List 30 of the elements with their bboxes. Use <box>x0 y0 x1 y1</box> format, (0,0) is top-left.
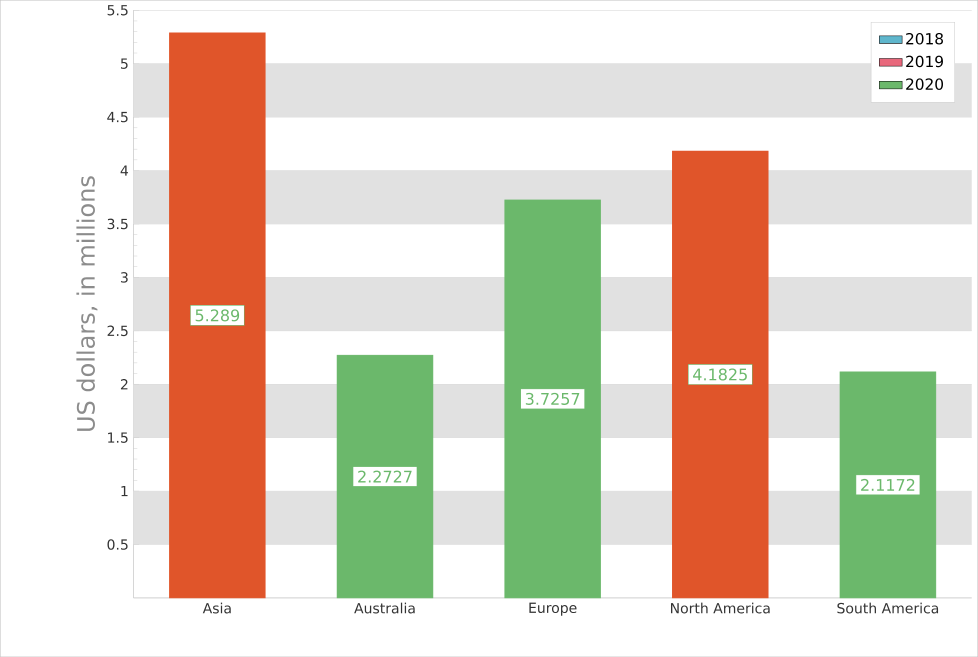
y-tick-label: 4 <box>120 165 128 176</box>
y-axis-title: US dollars, in millions <box>76 176 98 431</box>
data-label: 3.7257 <box>526 392 580 405</box>
y-tick-label: 3 <box>120 272 128 283</box>
legend-label: 2019 <box>906 56 943 68</box>
x-tick-label: North America <box>671 602 770 614</box>
bar <box>504 200 601 598</box>
data-label: 5.289 <box>196 309 240 322</box>
x-tick-label: Australia <box>354 602 415 614</box>
x-tick-label: South America <box>837 602 938 614</box>
bar <box>840 371 936 598</box>
legend-label: 2020 <box>906 78 944 90</box>
y-tick-label: 4.5 <box>107 112 128 122</box>
y-tick-label: 2.5 <box>108 325 128 336</box>
y-tick-label: 3.5 <box>108 218 128 230</box>
bar <box>336 354 434 598</box>
bar <box>169 32 266 598</box>
y-tick-label: 1 <box>121 486 128 496</box>
bar <box>672 150 769 598</box>
y-tick-label: 5.5 <box>108 4 128 16</box>
y-tick-label: 1.5 <box>108 432 128 443</box>
data-label: 4.1825 <box>693 368 747 380</box>
y-tick-label: 0.5 <box>107 539 128 550</box>
y-tick-label: 5 <box>121 58 128 69</box>
legend-label: 2018 <box>906 32 943 44</box>
y-tick-label: 2 <box>120 378 128 390</box>
data-label: 2.1172 <box>861 478 914 491</box>
data-label: 2.2727 <box>358 470 412 482</box>
x-tick-label: Asia <box>202 602 231 614</box>
x-tick-label: Europe <box>529 602 576 616</box>
